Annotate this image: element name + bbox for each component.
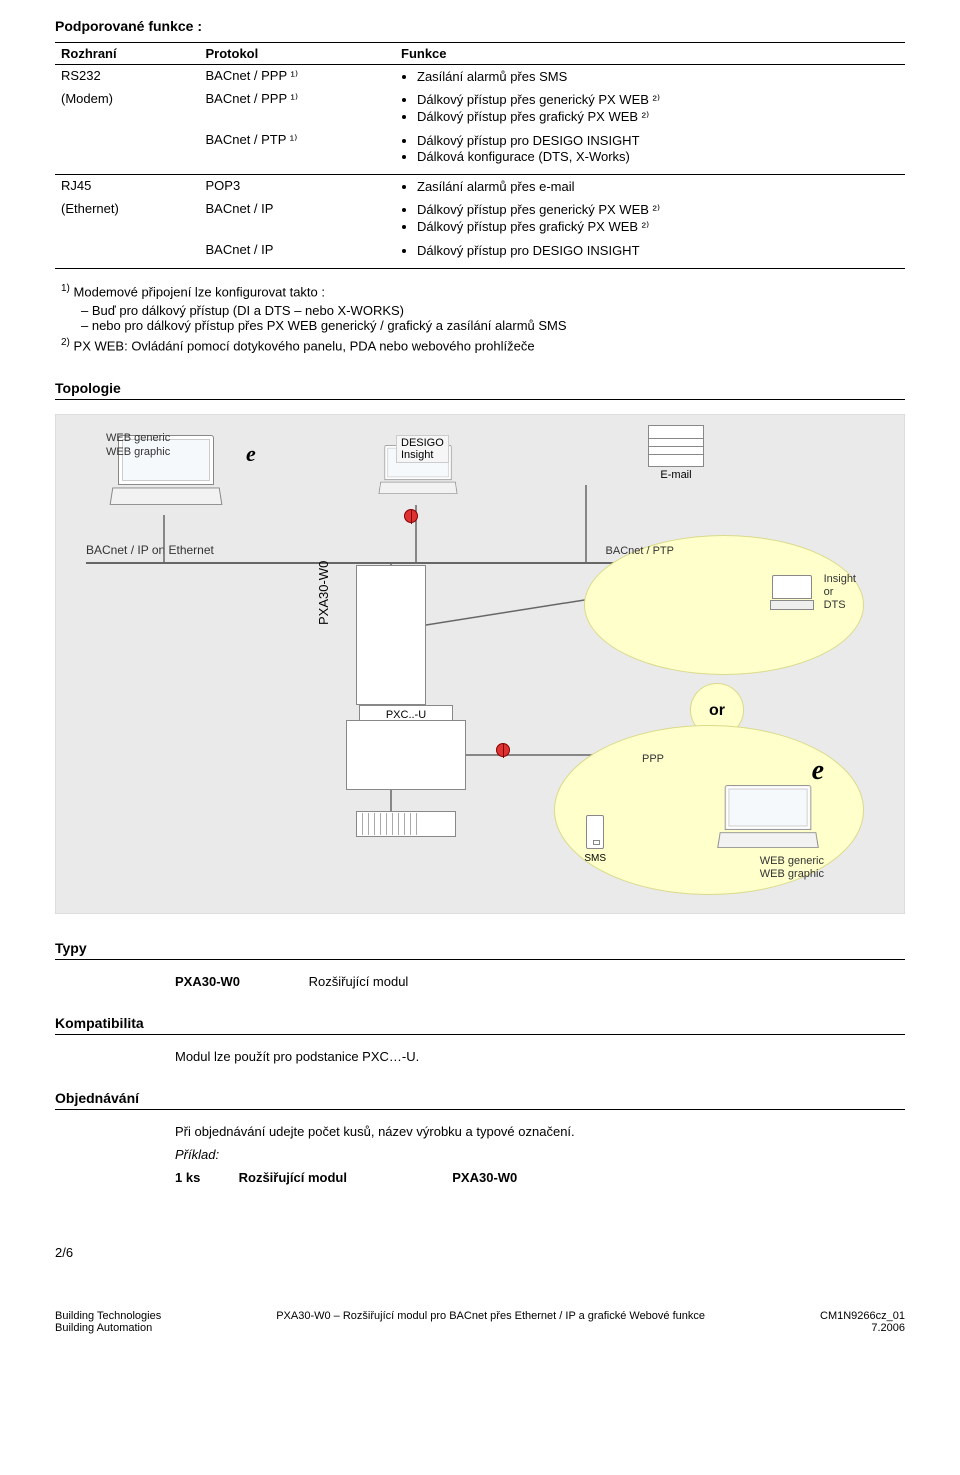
footer-left2: Building Automation <box>55 1322 161 1334</box>
laptop-icon <box>770 575 814 611</box>
footnote-text: Modemové připojení lze konfigurovat takt… <box>74 284 325 299</box>
table-row: BACnet / IP Dálkový přístup pro DESIGO I… <box>55 239 905 262</box>
footer-right1: CM1N9266cz_01 <box>820 1310 905 1322</box>
table-row: RJ45 POP3 Zasílání alarmů přes e-mail <box>55 175 905 199</box>
ordering-block: Při objednávání udejte počet kusů, název… <box>55 1124 905 1185</box>
func-item: Dálkový přístup pro DESIGO INSIGHT <box>417 133 899 148</box>
footer-center: PXA30-W0 – Rozšiřující modul pro BACnet … <box>171 1310 810 1322</box>
footer-right2: 7.2006 <box>820 1322 905 1334</box>
label-web: WEB genericWEB graphic <box>760 855 824 881</box>
proto: BACnet / IP <box>200 198 396 239</box>
func-item: Dálková konfigurace (DTS, X-Works) <box>417 149 899 164</box>
proto: BACnet / IP <box>200 239 396 262</box>
typy-code: PXA30-W0 <box>175 974 305 989</box>
compat-text: Modul lze použít pro podstanice PXC…-U. <box>55 1049 905 1064</box>
th-funkce: Funkce <box>395 43 905 65</box>
footer-left1: Building Technologies <box>55 1310 161 1322</box>
section-heading-obj: Objednávání <box>55 1090 905 1110</box>
func-item: Dálkový přístup pro DESIGO INSIGHT <box>417 243 899 258</box>
label-desigo: DESIGOInsight <box>396 435 449 463</box>
ordering-example-label: Příklad: <box>175 1147 905 1162</box>
alarm-icon <box>496 743 510 757</box>
table-row: (Modem) BACnet / PPP ¹⁾ Dálkový přístup … <box>55 88 905 129</box>
func-item: Dálkový přístup přes generický PX WEB ²⁾ <box>417 202 899 218</box>
func-item: Dálkový přístup přes grafický PX WEB ²⁾ <box>417 109 899 125</box>
label-ppp: PPP <box>642 753 664 766</box>
proto: BACnet / PPP ¹⁾ <box>200 65 396 89</box>
th-rozhrani: Rozhraní <box>55 43 200 65</box>
page-number: 2/6 <box>55 1245 905 1260</box>
footnote-marker: 2) <box>61 337 70 348</box>
section-heading-funkce: Podporované funkce : <box>55 18 905 34</box>
th-protokol: Protokol <box>200 43 396 65</box>
proto: POP3 <box>200 175 396 199</box>
ordering-example: 1 ks Rozšiřující modul PXA30-W0 <box>175 1170 905 1185</box>
proto: BACnet / PTP ¹⁾ <box>200 129 396 168</box>
ie-icon: e <box>246 441 256 467</box>
proto: BACnet / PPP ¹⁾ <box>200 88 396 129</box>
label-insight-dts: Insight or DTS <box>824 573 856 613</box>
table-divider <box>55 262 905 269</box>
func-item: Dálkový přístup přes grafický PX WEB ²⁾ <box>417 219 899 235</box>
label-sms: SMS <box>584 853 606 864</box>
ordering-text: Při objednávání udejte počet kusů, název… <box>175 1124 905 1139</box>
page-footer: Building Technologies Building Automatio… <box>55 1310 905 1334</box>
email-icon <box>648 425 704 467</box>
alarm-icon <box>404 509 418 523</box>
iface-sub: (Modem) <box>61 91 113 106</box>
footnote-text: PX WEB: Ovládání pomocí dotykového panel… <box>74 339 535 354</box>
table-row: RS232 BACnet / PPP ¹⁾ Zasílání alarmů př… <box>55 65 905 89</box>
iface: RJ45 <box>61 178 91 193</box>
typy-desc: Rozšiřující modul <box>309 974 409 989</box>
func-item: Dálkový přístup přes generický PX WEB ²⁾ <box>417 92 899 108</box>
io-rack-icon <box>356 811 456 837</box>
laptop-icon <box>714 785 822 853</box>
func-item: Zasílání alarmů přes SMS <box>417 69 899 84</box>
typy-row: PXA30-W0 Rozšiřující modul <box>55 974 905 989</box>
funkce-table: Rozhraní Protokol Funkce RS232 BACnet / … <box>55 42 905 269</box>
label-bacnet-ptp: BACnet / PTP <box>606 545 674 558</box>
footnotes: 1) Modemové připojení lze konfigurovat t… <box>61 283 905 354</box>
iface: RS232 <box>61 68 101 83</box>
topology-diagram: e WEB genericWEB graphic DESIGOInsight E… <box>55 414 905 914</box>
label-pxa: PXA30-W0 <box>316 560 331 624</box>
footnote-marker: 1) <box>61 283 70 294</box>
pxc-controller-icon <box>346 720 466 790</box>
section-heading-kompat: Kompatibilita <box>55 1015 905 1035</box>
iface-sub: (Ethernet) <box>61 201 119 216</box>
func-item: Zasílání alarmů přes e-mail <box>417 179 899 194</box>
pxa-module-icon <box>356 565 426 705</box>
section-heading-typy: Typy <box>55 940 905 960</box>
label-bacnet-eth: BACnet / IP on Ethernet <box>86 543 214 557</box>
label-web: WEB genericWEB graphic <box>106 431 170 460</box>
section-heading-topologie: Topologie <box>55 380 905 400</box>
table-row: (Ethernet) BACnet / IP Dálkový přístup p… <box>55 198 905 239</box>
phone-icon <box>586 815 604 849</box>
ie-icon: e <box>812 755 824 787</box>
label-email: E-mail <box>648 469 704 481</box>
footnote-item: nebo pro dálkový přístup přes PX WEB gen… <box>81 318 905 333</box>
footnote-item: Buď pro dálkový přístup (DI a DTS – nebo… <box>81 303 905 318</box>
table-row: BACnet / PTP ¹⁾ Dálkový přístup pro DESI… <box>55 129 905 168</box>
